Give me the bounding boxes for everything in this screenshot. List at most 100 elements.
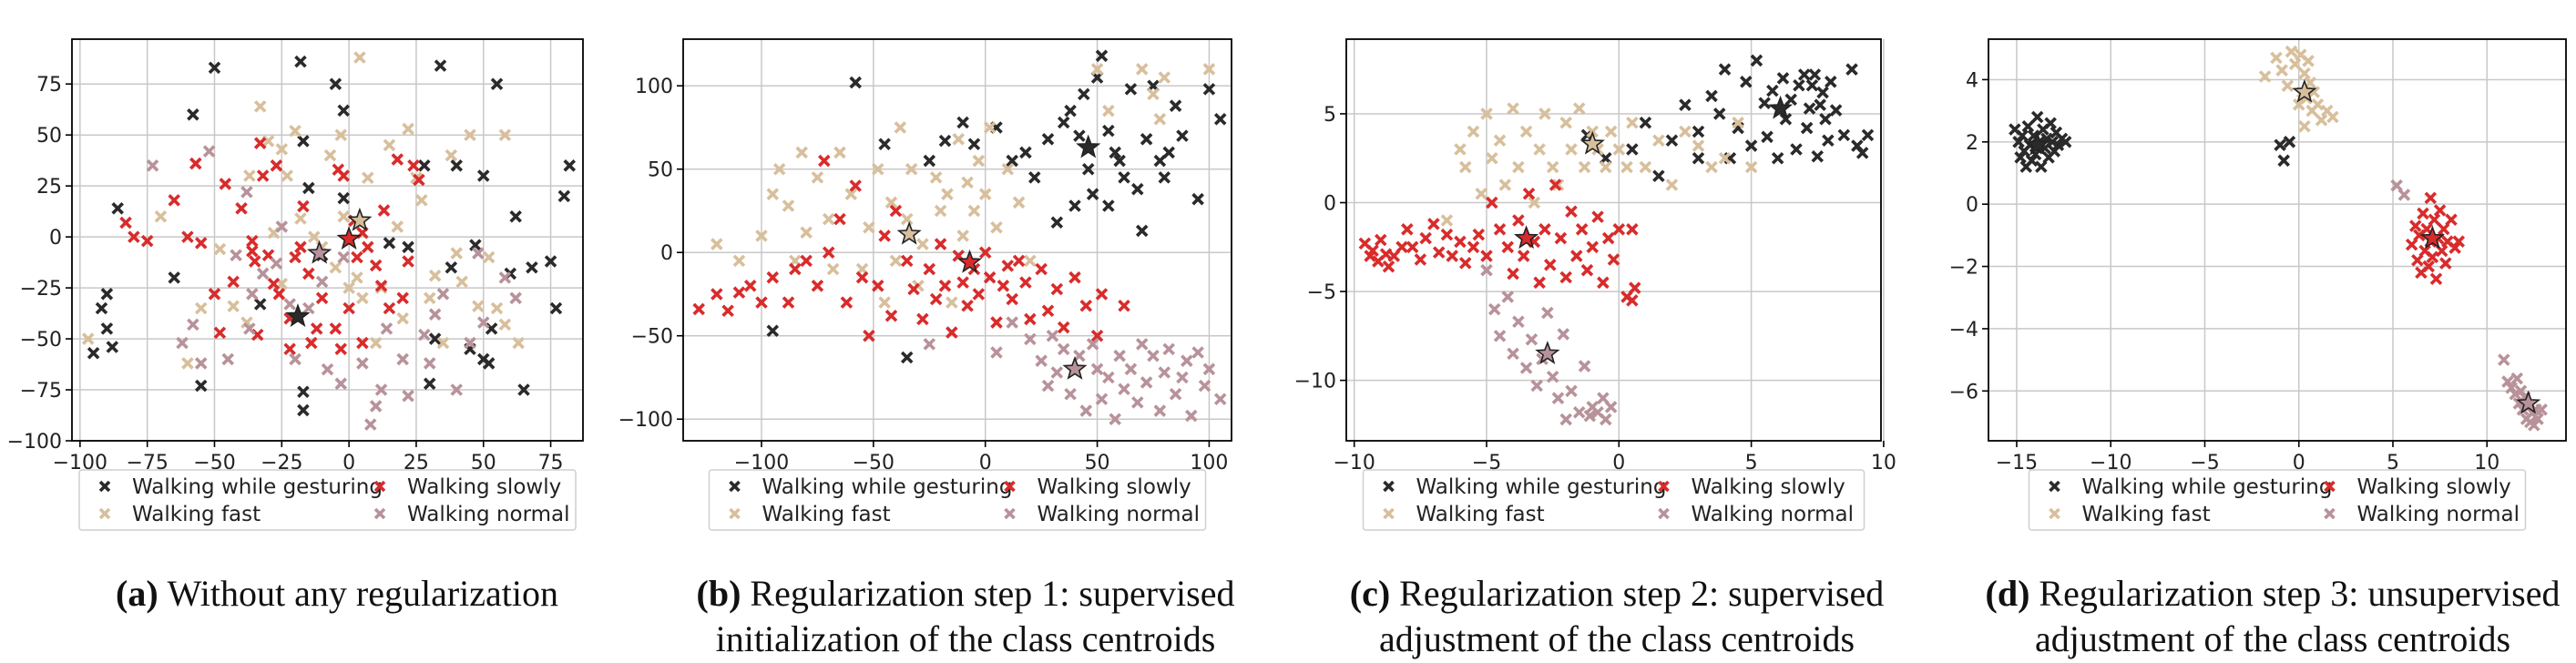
data-point xyxy=(923,262,936,276)
data-point xyxy=(916,312,929,326)
data-point xyxy=(509,291,522,305)
data-point xyxy=(509,209,522,223)
data-point xyxy=(1639,160,1652,174)
data-point xyxy=(1454,143,1467,156)
data-point xyxy=(213,242,227,256)
data-point xyxy=(1090,362,1104,376)
data-point xyxy=(978,246,992,259)
legend-box xyxy=(78,469,577,531)
legend-box xyxy=(2028,469,2527,531)
data-point xyxy=(1147,87,1160,101)
data-point xyxy=(929,292,943,306)
plot-frame xyxy=(1988,38,2567,442)
x-tick-label: 10 xyxy=(1871,452,1896,474)
data-point xyxy=(428,332,442,345)
data-point xyxy=(956,230,969,242)
data-point xyxy=(383,138,396,152)
data-point xyxy=(337,250,350,264)
data-point xyxy=(811,171,824,184)
data-point xyxy=(956,116,969,129)
data-point xyxy=(362,171,374,184)
series-walking-normal xyxy=(2390,178,2548,432)
data-point xyxy=(1427,218,1440,230)
data-point xyxy=(1213,113,1227,126)
data-point xyxy=(235,202,248,215)
data-point xyxy=(1064,104,1077,117)
series-walking-while-gesturing xyxy=(766,49,1227,364)
data-point xyxy=(2021,119,2035,133)
legend-box xyxy=(708,469,1207,531)
data-point xyxy=(878,296,891,309)
series-walking-fast xyxy=(1440,102,1758,227)
legend-label: Walking slowly xyxy=(2357,475,2511,499)
plot-frame xyxy=(682,38,1232,442)
y-tick-label: 0 xyxy=(660,242,673,265)
data-point xyxy=(1480,250,1493,262)
data-point xyxy=(1169,387,1182,401)
data-point xyxy=(1198,379,1211,393)
data-point xyxy=(383,301,396,315)
data-point xyxy=(1705,160,1718,174)
data-point xyxy=(871,162,884,176)
data-point xyxy=(363,418,377,431)
data-point xyxy=(119,216,132,230)
data-point xyxy=(789,262,802,276)
data-point xyxy=(1081,162,1095,176)
data-point xyxy=(283,298,296,311)
data-point xyxy=(1440,228,1454,241)
data-point xyxy=(833,146,846,159)
data-point xyxy=(434,59,447,72)
data-point xyxy=(1750,54,1763,67)
data-point xyxy=(1191,346,1204,359)
data-point xyxy=(1113,349,1126,362)
data-point xyxy=(2277,154,2291,168)
data-point xyxy=(1758,97,1771,110)
data-point xyxy=(275,220,289,233)
data-point xyxy=(2315,114,2328,127)
data-point xyxy=(1086,338,1099,351)
data-point xyxy=(476,316,490,329)
data-point xyxy=(87,346,100,360)
data-point xyxy=(941,188,954,200)
legend: Walking while gesturing Walking slowly Wal… xyxy=(708,469,1207,531)
legend-label: Walking while gesturing xyxy=(2082,475,2333,499)
data-point xyxy=(1816,86,1829,99)
y-tick-label: −5 xyxy=(1307,281,1336,304)
data-point xyxy=(1035,262,1048,276)
data-point xyxy=(2531,413,2544,425)
data-point xyxy=(490,77,504,91)
data-point xyxy=(946,296,958,309)
centroid-star xyxy=(285,303,311,328)
data-point xyxy=(2302,55,2315,67)
data-point xyxy=(450,383,463,396)
data-point xyxy=(294,240,307,254)
y-tick-label: −50 xyxy=(20,329,62,352)
data-point xyxy=(1458,160,1472,174)
data-point xyxy=(1480,263,1493,277)
data-point xyxy=(1153,113,1167,126)
data-point xyxy=(227,275,240,289)
data-point xyxy=(2429,272,2443,286)
data-point xyxy=(894,121,907,134)
data-point xyxy=(1113,154,1126,168)
data-point xyxy=(2510,372,2524,385)
data-point xyxy=(2390,178,2403,192)
data-point xyxy=(482,250,496,264)
legend-box xyxy=(1362,469,1866,531)
legend-label: Walking fast xyxy=(132,503,261,526)
data-point xyxy=(469,239,482,251)
data-point xyxy=(1679,98,1692,111)
data-point xyxy=(772,162,786,176)
data-point xyxy=(1153,404,1167,417)
data-point xyxy=(905,162,918,176)
data-point xyxy=(227,300,240,313)
data-point xyxy=(128,230,140,243)
x-tick-label: 0 xyxy=(342,452,355,474)
data-point xyxy=(450,159,463,172)
data-point xyxy=(1124,83,1138,96)
centroid-star xyxy=(896,220,922,245)
legend-marker xyxy=(2049,480,2060,493)
data-point xyxy=(1181,354,1193,367)
